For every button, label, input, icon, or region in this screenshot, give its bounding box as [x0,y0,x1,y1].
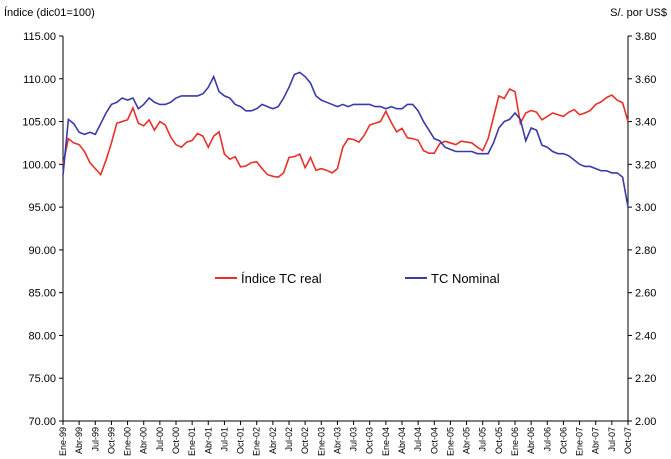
x-tick-label: Ene-02 [252,427,262,456]
x-tick-label: Abr-99 [74,427,84,454]
y-tick-label: 105.00 [22,117,56,129]
x-tick-label: Jul-04 [413,427,423,452]
x-tick-label: Oct-02 [300,427,310,454]
x-tick-label: Abr-06 [526,427,536,454]
y-tick-label: 85.00 [28,288,56,300]
x-tick-label: Jul-01 [219,427,229,452]
x-tick-label: Jul-02 [284,427,294,452]
y2-tick-label: 2.00 [635,416,656,428]
x-tick-label: Abr-02 [268,427,278,454]
x-tick-label: Oct-06 [558,427,568,454]
x-tick-label: Abr-07 [591,427,601,454]
y-tick-label: 75.00 [28,373,56,385]
x-tick-label: Abr-01 [203,427,213,454]
y-tick-label: 95.00 [28,202,56,214]
y-tick-label: 80.00 [28,330,56,342]
x-tick-label: Oct-03 [365,427,375,454]
y2-tick-label: 2.60 [635,288,656,300]
y2-tick-label: 2.20 [635,373,656,385]
x-tick-label: Oct-07 [623,427,633,454]
x-tick-label: Ene-06 [510,427,520,456]
y-tick-label: 110.00 [23,74,56,86]
y-tick-label: 115.00 [23,31,56,43]
y2-tick-label: 3.20 [635,159,656,171]
x-tick-label: Abr-00 [139,427,149,454]
x-tick-label: Ene-03 [316,427,326,456]
y2-tick-label: 2.80 [635,245,656,257]
y2-tick-label: 3.80 [635,31,656,43]
x-tick-label: Oct-99 [106,427,116,454]
legend-label: TC Nominal [431,271,500,286]
x-tick-label: Abr-04 [397,427,407,454]
x-tick-label: Jul-06 [542,427,552,452]
data-line [62,71,629,208]
x-tick-label: Jul-07 [607,427,617,452]
y-tick-label: 100.00 [22,159,56,171]
x-tick-label: Oct-04 [429,427,439,454]
y2-axis-title: S/. por US$ [610,7,667,19]
x-tick-label: Jul-03 [349,427,359,452]
x-tick-label: Abr-05 [462,427,472,454]
y2-tick-label: 3.40 [635,117,656,129]
y-tick-label: 90.00 [28,245,56,257]
x-tick-label: Ene-07 [575,427,585,456]
x-tick-label: Ene-00 [123,427,133,456]
x-tick-label: Oct-05 [494,427,504,454]
y-tick-label: 70.00 [28,416,56,428]
x-tick-label: Jul-00 [155,427,165,452]
y-axis-title: Índice (dic01=100) [4,6,95,19]
x-tick-label: Ene-05 [445,427,455,456]
x-tick-label: Jul-05 [478,427,488,452]
y2-tick-label: 2.40 [635,330,656,342]
x-tick-label: Abr-03 [332,427,342,454]
y2-tick-label: 3.60 [635,74,656,86]
x-tick-label: Jul-99 [90,427,100,452]
data-line [62,87,629,179]
x-tick-label: Ene-99 [58,427,68,456]
x-tick-label: Ene-04 [381,427,391,456]
x-tick-label: Oct-00 [171,427,181,454]
x-tick-label: Oct-01 [236,427,246,454]
y2-tick-label: 3.00 [635,202,656,214]
legend-label: Índice TC real [241,271,322,286]
x-tick-label: Ene-01 [187,427,197,456]
